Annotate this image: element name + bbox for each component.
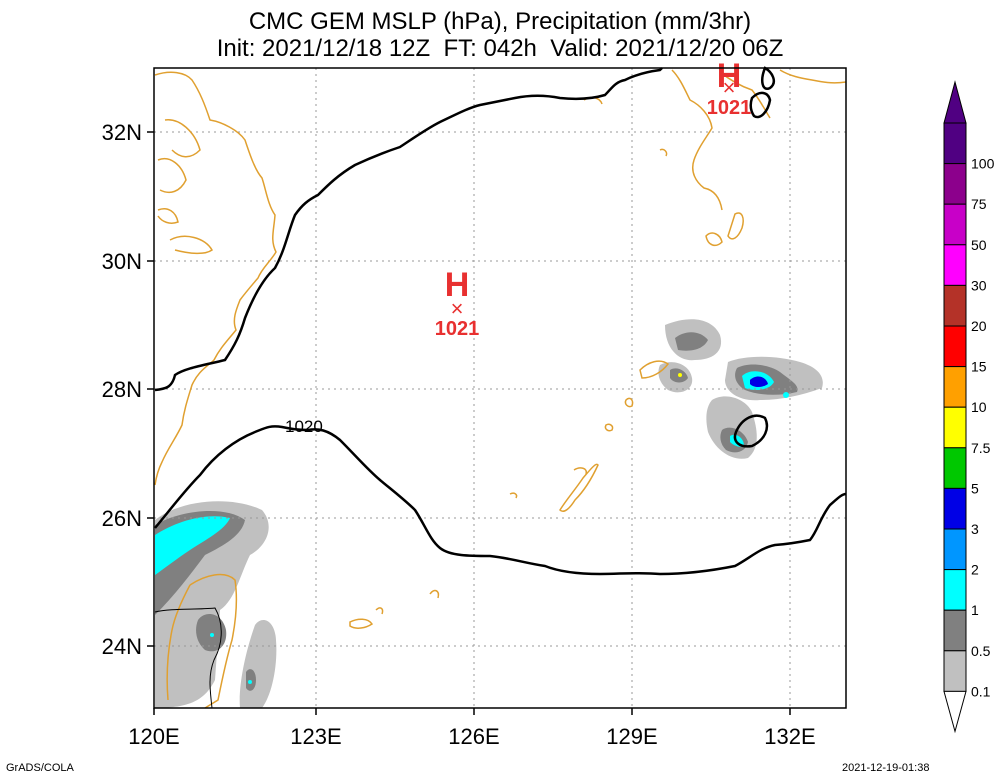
lon-label: 132E bbox=[764, 724, 815, 749]
colorbar-level-label: 10 bbox=[971, 399, 987, 415]
colorbar-labels: 0.1 0.5 1 2 3 5 7.5 10 15 20 30 50 75 100 bbox=[971, 156, 995, 700]
colorbar-box bbox=[943, 284, 967, 327]
colorbar-level-label: 15 bbox=[971, 359, 987, 375]
lon-label: 120E bbox=[128, 724, 179, 749]
title-line-1: CMC GEM MSLP (hPa), Precipitation (mm/3h… bbox=[248, 8, 752, 35]
high-symbol: H bbox=[445, 266, 470, 304]
lat-label: 26N bbox=[102, 506, 142, 531]
coastlines bbox=[154, 69, 847, 709]
colorbar-box bbox=[943, 203, 967, 246]
high-cross-icon: × bbox=[723, 75, 736, 100]
isobars bbox=[154, 66, 847, 576]
high-value: 1021 bbox=[707, 97, 752, 119]
credit-text: GrADS/COLA bbox=[6, 762, 74, 774]
colorbar-level-label: 30 bbox=[971, 277, 987, 293]
colorbar-box bbox=[943, 163, 967, 205]
isobar-label: 1020 bbox=[285, 417, 323, 436]
colorbar-top-arrow bbox=[943, 80, 967, 124]
colorbar-level-label: 7.5 bbox=[971, 440, 991, 456]
lat-label: 32N bbox=[102, 120, 142, 145]
colorbar-box bbox=[943, 406, 967, 449]
high-pressure-center-1: H × 1021 bbox=[435, 266, 480, 340]
colorbar-box bbox=[943, 650, 967, 692]
colorbar-boxes bbox=[943, 80, 967, 734]
lat-label: 24N bbox=[102, 634, 142, 659]
colorbar-box bbox=[943, 122, 967, 165]
colorbar-box bbox=[943, 447, 967, 489]
colorbar-level-label: 0.1 bbox=[971, 683, 991, 699]
colorbar-level-label: 2 bbox=[971, 562, 979, 578]
lon-label: 126E bbox=[448, 724, 499, 749]
axis-ticks bbox=[147, 131, 791, 715]
colorbar-box bbox=[943, 366, 967, 408]
plot-frame bbox=[153, 67, 847, 709]
colorbar-level-label: 3 bbox=[971, 521, 979, 537]
colorbar-box bbox=[943, 609, 967, 652]
colorbar-level-label: 20 bbox=[971, 318, 987, 334]
grid-lines bbox=[154, 68, 846, 708]
high-symbol: H bbox=[717, 57, 742, 95]
high-cross-icon: × bbox=[451, 296, 464, 321]
high-value: 1021 bbox=[435, 318, 480, 340]
colorbar-level-label: 0.5 bbox=[971, 643, 991, 659]
colorbar-box bbox=[943, 244, 967, 286]
high-pressure-center-2: H × 1021 bbox=[707, 57, 752, 119]
colorbar-level-label: 75 bbox=[971, 196, 987, 212]
lon-label: 123E bbox=[290, 724, 341, 749]
colorbar-box bbox=[943, 528, 967, 571]
colorbar-level-label: 50 bbox=[971, 237, 987, 253]
boundary-line bbox=[154, 607, 222, 709]
colorbar-level-label: 100 bbox=[971, 156, 995, 172]
colorbar-level-label: 5 bbox=[971, 480, 979, 496]
timestamp-text: 2021-12-19-01:38 bbox=[842, 762, 930, 774]
colorbar-box bbox=[943, 569, 967, 611]
lat-label: 28N bbox=[102, 377, 142, 402]
colorbar-box bbox=[943, 325, 967, 368]
colorbar-box bbox=[943, 487, 967, 530]
title-line-2: Init: 2021/12/18 12Z FT: 042h Valid: 202… bbox=[216, 35, 784, 62]
colorbar-bottom-arrow bbox=[943, 690, 967, 734]
lat-label: 30N bbox=[102, 249, 142, 274]
colorbar-level-label: 1 bbox=[971, 602, 979, 618]
lon-label: 129E bbox=[606, 724, 657, 749]
